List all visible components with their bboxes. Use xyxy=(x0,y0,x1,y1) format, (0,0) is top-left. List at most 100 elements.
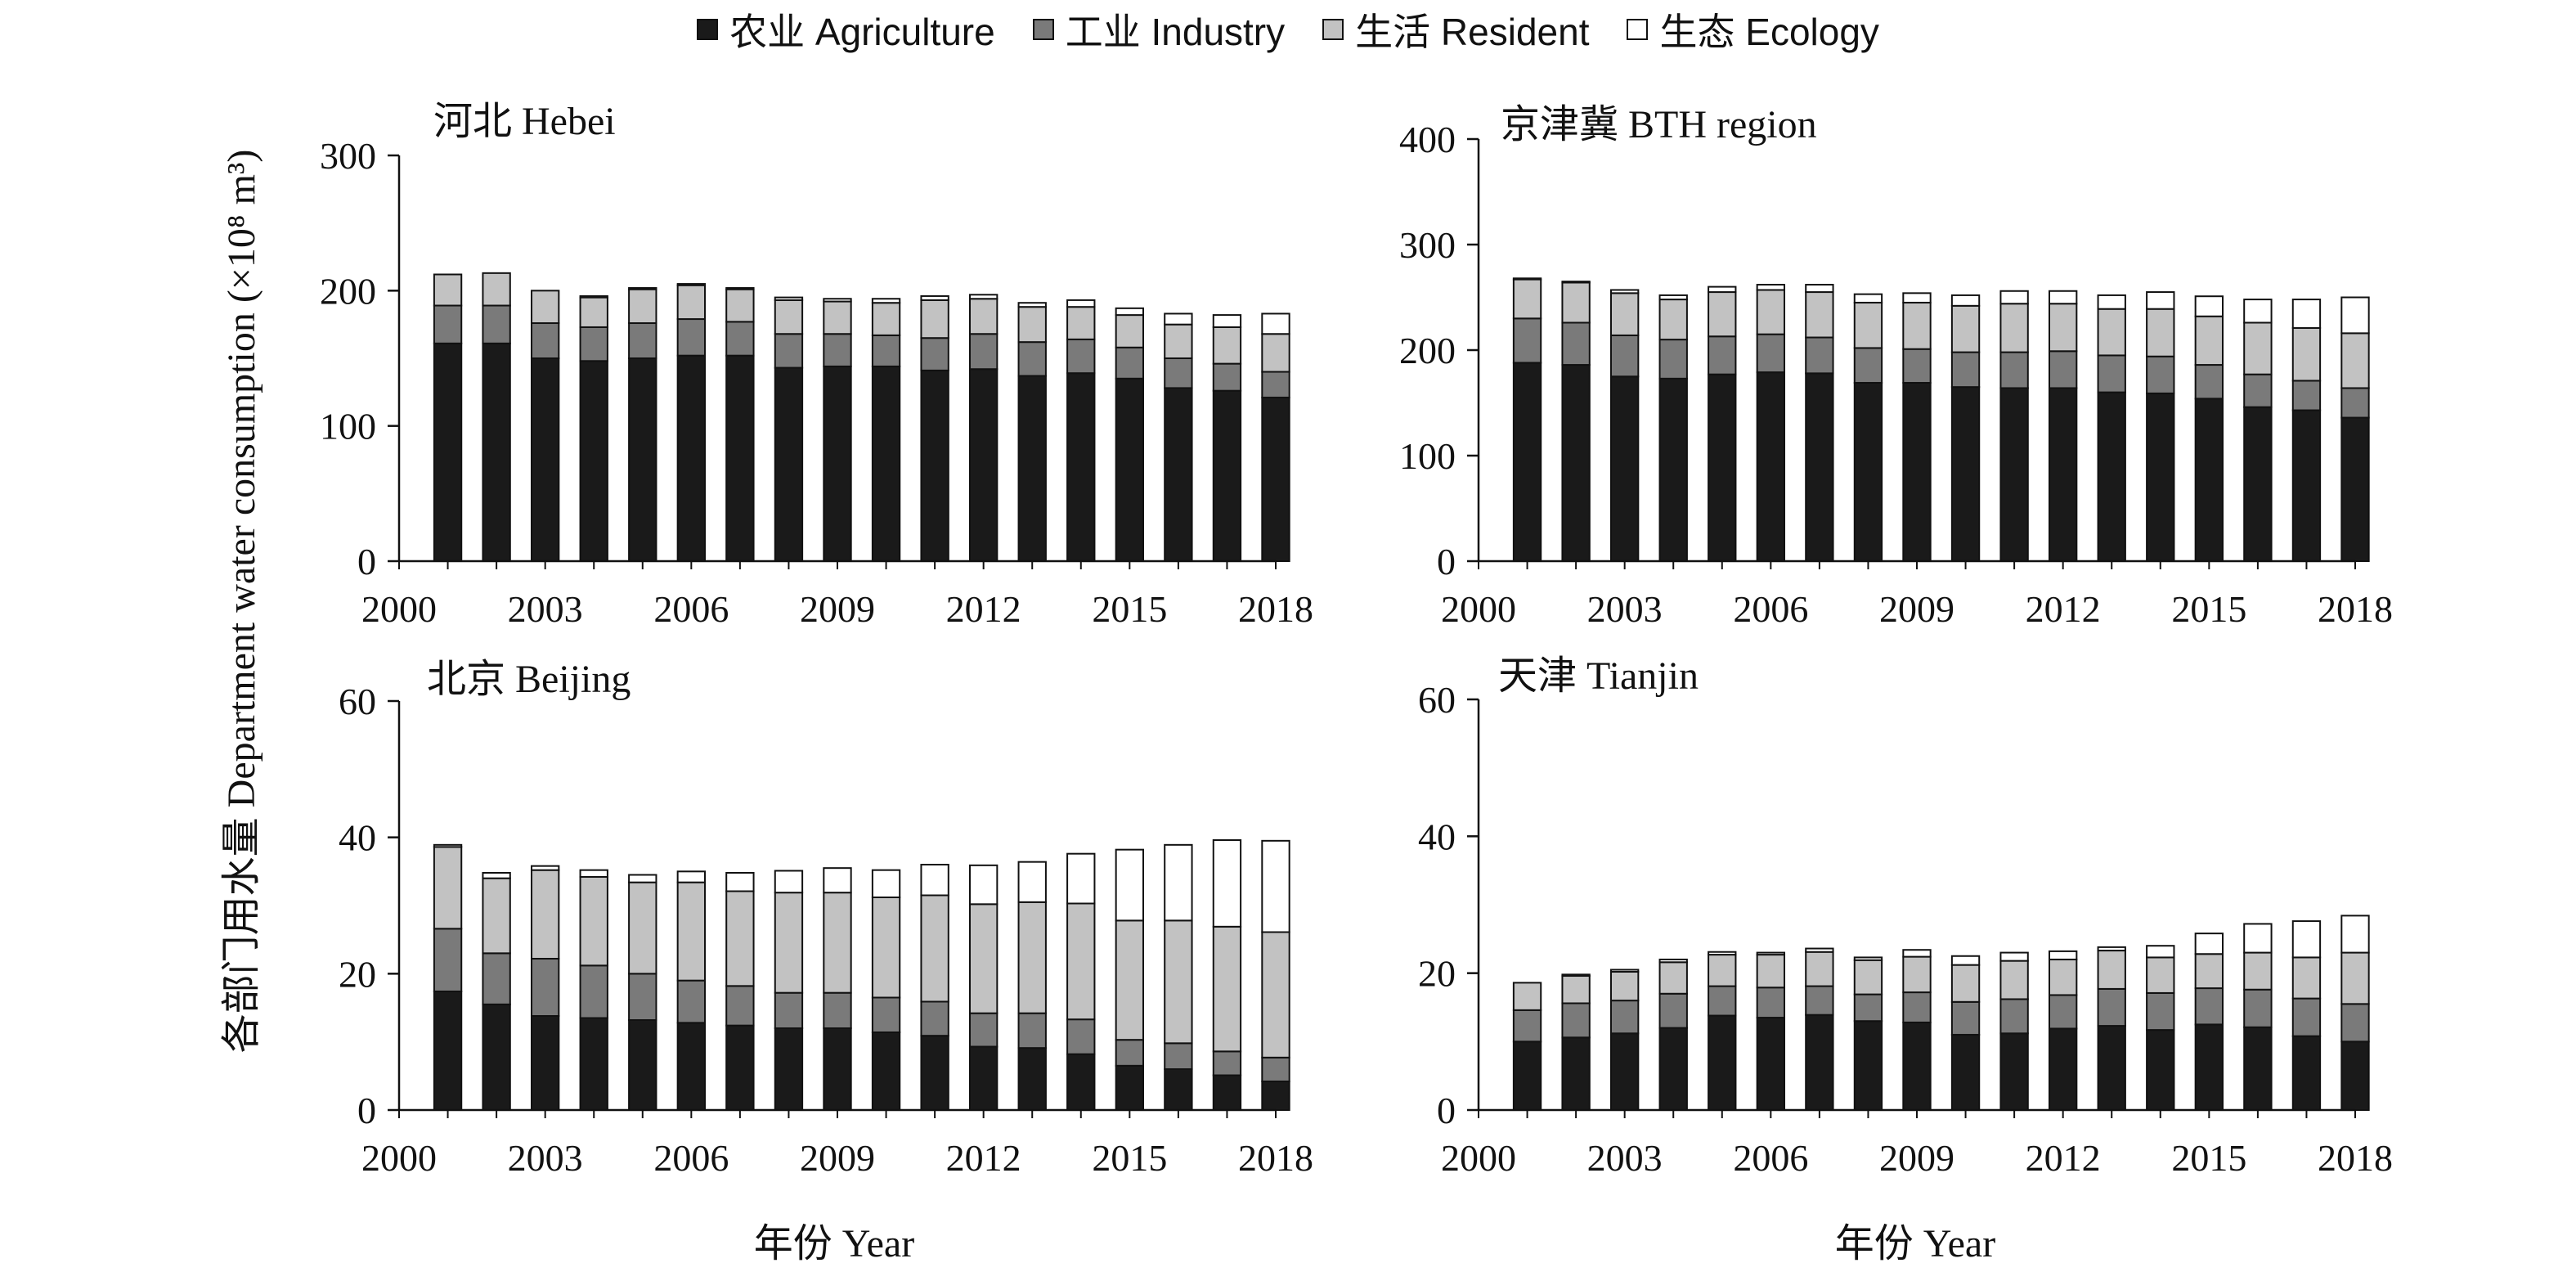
bar-resident-2009 xyxy=(1902,955,1932,994)
bar-resident-2011 xyxy=(920,299,949,339)
bar-agriculture-2014 xyxy=(2146,392,2175,563)
bar-resident-2018 xyxy=(1261,931,1290,1059)
bar-agriculture-2006 xyxy=(1756,371,1786,562)
bar-industry-2012 xyxy=(968,1012,999,1048)
bar-agriculture-2006 xyxy=(676,354,707,562)
y-tick-label: 200 xyxy=(1399,330,1456,371)
bar-agriculture-2011 xyxy=(920,369,949,562)
x-tick-label: 2012 xyxy=(946,588,1021,630)
bar-resident-2006 xyxy=(1756,289,1786,335)
bar-ecology-2015 xyxy=(2194,933,2224,955)
bar-resident-2002 xyxy=(1561,975,1591,1005)
legend-swatch-ecology xyxy=(1627,19,1649,40)
legend-item-ecology: 生态 Ecology xyxy=(1627,2,1879,56)
bar-industry-2018 xyxy=(1261,1056,1290,1082)
x-tick-label: 2000 xyxy=(1441,588,1516,630)
bar-resident-2012 xyxy=(2048,958,2078,996)
bar-industry-2004 xyxy=(579,326,608,362)
bar-agriculture-2001 xyxy=(1512,362,1542,563)
y-tick-label: 400 xyxy=(1399,119,1456,160)
bar-ecology-2011 xyxy=(1999,951,2029,962)
y-tick-label: 0 xyxy=(357,541,376,582)
bar-resident-2005 xyxy=(1708,954,1737,987)
bar-industry-2014 xyxy=(2146,991,2175,1032)
bar-resident-2009 xyxy=(823,300,852,335)
legend-swatch-resident xyxy=(1322,19,1344,40)
bar-industry-2007 xyxy=(725,985,755,1027)
bar-industry-2016 xyxy=(1164,1042,1193,1070)
x-tick-label: 2009 xyxy=(1879,1137,1954,1179)
bar-resident-2014 xyxy=(2146,308,2175,357)
bar-agriculture-2009 xyxy=(1902,381,1932,562)
bar-agriculture-2013 xyxy=(1017,1047,1047,1112)
bar-industry-2008 xyxy=(1853,347,1883,384)
bar-industry-2017 xyxy=(1212,362,1242,392)
x-tick-label: 2003 xyxy=(1587,1137,1663,1179)
bar-industry-2007 xyxy=(725,321,755,357)
y-tick-label: 100 xyxy=(1399,435,1456,477)
bar-industry-2005 xyxy=(628,322,657,360)
bar-resident-2017 xyxy=(2291,326,2322,382)
legend-label-ecology: 生态 Ecology xyxy=(1659,11,1879,53)
legend: 农业 Agriculture 工业 Industry 生活 Resident 生… xyxy=(0,7,2576,53)
bar-industry-2009 xyxy=(823,991,852,1030)
bar-resident-2009 xyxy=(1902,301,1932,350)
bar-ecology-2006 xyxy=(1756,951,1786,956)
bar-ecology-2015 xyxy=(1115,307,1145,317)
bar-ecology-2015 xyxy=(1115,848,1145,922)
bar-industry-2005 xyxy=(1708,985,1737,1017)
bar-ecology-2017 xyxy=(2291,920,2322,959)
bar-industry-2004 xyxy=(1658,992,1688,1029)
bar-resident-2002 xyxy=(1561,281,1591,324)
bar-industry-2003 xyxy=(1609,334,1640,378)
x-tick-label: 2018 xyxy=(2318,1137,2393,1179)
bar-agriculture-2006 xyxy=(676,1022,707,1111)
bar-industry-2011 xyxy=(1999,998,2029,1035)
bar-industry-2012 xyxy=(2048,994,2078,1030)
bar-ecology-2007 xyxy=(1805,284,1834,294)
legend-item-industry: 工业 Industry xyxy=(1032,2,1285,56)
bar-resident-2003 xyxy=(530,869,560,960)
bar-agriculture-2008 xyxy=(1853,1020,1883,1111)
bar-resident-2013 xyxy=(1017,901,1047,1014)
bar-agriculture-2016 xyxy=(1164,387,1193,562)
bar-resident-2010 xyxy=(871,897,901,999)
bar-agriculture-2015 xyxy=(1115,1064,1145,1111)
bar-agriculture-2017 xyxy=(1212,389,1242,562)
bar-resident-2004 xyxy=(579,876,608,967)
bar-ecology-2011 xyxy=(920,864,949,897)
bar-ecology-2006 xyxy=(676,283,707,286)
bar-agriculture-2017 xyxy=(1212,1074,1242,1111)
bar-agriculture-2013 xyxy=(2097,1025,2126,1111)
bar-resident-2002 xyxy=(482,877,511,955)
x-tick-label: 2012 xyxy=(2026,1137,2101,1179)
bar-resident-2014 xyxy=(2146,956,2175,994)
legend-item-agriculture: 农业 Agriculture xyxy=(697,2,995,56)
x-tick-label: 2015 xyxy=(2171,1137,2246,1179)
bar-ecology-2018 xyxy=(2340,296,2370,335)
bar-resident-2004 xyxy=(579,296,608,328)
bar-ecology-2015 xyxy=(2194,295,2224,317)
bar-ecology-2009 xyxy=(823,867,852,894)
bar-resident-2016 xyxy=(2243,321,2273,375)
bar-ecology-2017 xyxy=(2291,299,2322,329)
bar-resident-2006 xyxy=(1756,954,1786,989)
y-tick-label: 0 xyxy=(1437,1090,1456,1131)
bar-resident-2014 xyxy=(1066,902,1096,1021)
bar-agriculture-2013 xyxy=(1017,375,1047,562)
bar-agriculture-2017 xyxy=(2291,409,2322,562)
bar-ecology-2001 xyxy=(1512,277,1542,281)
bar-industry-2018 xyxy=(1261,371,1290,398)
bar-resident-2007 xyxy=(1805,291,1834,339)
bar-industry-2013 xyxy=(1017,1012,1047,1050)
bar-industry-2014 xyxy=(1066,338,1096,375)
panel-beijing: 0 20 40 60 2000 2003 2006 2009 2012 2015 2018 xyxy=(339,681,1313,1179)
bar-ecology-2010 xyxy=(871,869,901,899)
bar-industry-2007 xyxy=(1805,985,1834,1016)
bar-ecology-2012 xyxy=(2048,950,2078,960)
bar-industry-2015 xyxy=(2194,364,2224,400)
y-tick-label: 40 xyxy=(1418,816,1456,857)
bar-agriculture-2013 xyxy=(2097,391,2126,562)
x-tick-label: 2000 xyxy=(361,1137,437,1179)
bar-industry-2006 xyxy=(1756,987,1786,1019)
